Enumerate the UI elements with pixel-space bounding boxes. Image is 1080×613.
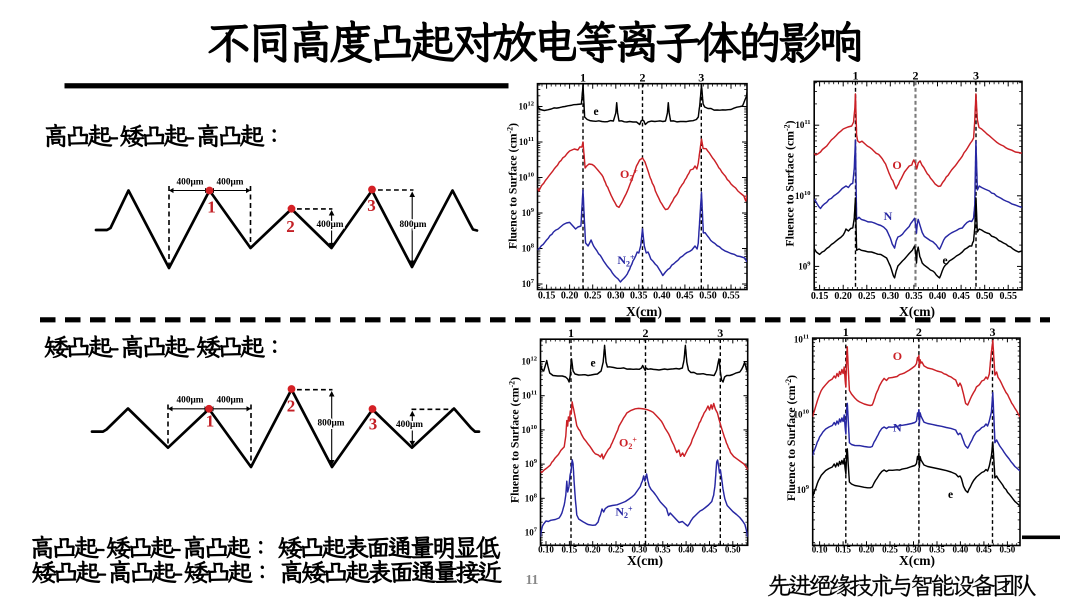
svg-text:107: 107 [522, 278, 535, 289]
svg-text:1010: 1010 [522, 424, 538, 435]
svg-text:109: 109 [522, 207, 535, 218]
svg-text:1: 1 [580, 71, 586, 85]
svg-text:0.25: 0.25 [608, 544, 624, 554]
svg-text:0.30: 0.30 [607, 291, 625, 302]
svg-text:0.30: 0.30 [882, 291, 900, 302]
svg-text:0.20: 0.20 [561, 291, 579, 302]
svg-text:0.10: 0.10 [812, 545, 828, 555]
svg-text:0.20: 0.20 [859, 545, 875, 555]
svg-text:0.10: 0.10 [538, 544, 554, 554]
svg-text:1010: 1010 [795, 190, 811, 201]
svg-text:1011: 1011 [519, 136, 534, 147]
svg-text:3: 3 [367, 196, 376, 215]
svg-text:X(cm): X(cm) [626, 304, 662, 319]
svg-text:Fluence to Surface (cm-2): Fluence to Surface (cm-2) [508, 377, 522, 503]
svg-text:e: e [593, 106, 598, 118]
svg-text:3: 3 [369, 415, 378, 434]
svg-text:1011: 1011 [795, 119, 810, 130]
svg-text:2: 2 [916, 325, 922, 339]
svg-text:400μm: 400μm [177, 396, 204, 406]
svg-text:2: 2 [913, 68, 919, 82]
svg-text:0.35: 0.35 [630, 291, 648, 302]
svg-text:O: O [893, 349, 902, 363]
svg-text:0.15: 0.15 [538, 291, 556, 302]
svg-text:1: 1 [206, 412, 215, 431]
svg-text:109: 109 [525, 458, 538, 469]
svg-text:800μm: 800μm [318, 419, 345, 429]
svg-text:3: 3 [717, 326, 723, 340]
svg-text:0.45: 0.45 [702, 544, 718, 554]
svg-text:1011: 1011 [794, 333, 809, 344]
svg-text:X(cm): X(cm) [899, 553, 935, 568]
svg-text:N: N [884, 209, 893, 223]
svg-text:X(cm): X(cm) [627, 553, 663, 568]
svg-text:0.15: 0.15 [835, 545, 851, 555]
svg-text:0.40: 0.40 [653, 291, 671, 302]
svg-text:1012: 1012 [522, 356, 538, 367]
svg-text:400μm: 400μm [317, 220, 344, 230]
svg-text:Fluence to Surface (cm-2): Fluence to Surface (cm-2) [506, 123, 520, 249]
svg-text:3: 3 [973, 68, 979, 82]
svg-text:3: 3 [990, 325, 996, 339]
svg-text:0.35: 0.35 [905, 291, 923, 302]
svg-text:0.50: 0.50 [976, 291, 994, 302]
svg-text:2: 2 [286, 217, 295, 236]
svg-text:0.25: 0.25 [584, 291, 602, 302]
svg-text:400μm: 400μm [217, 178, 244, 188]
svg-text:1010: 1010 [794, 409, 810, 420]
svg-text:400μm: 400μm [396, 420, 423, 430]
svg-text:1: 1 [853, 68, 859, 82]
svg-text:0.35: 0.35 [655, 544, 671, 554]
svg-text:2: 2 [287, 397, 296, 416]
svg-text:0.25: 0.25 [858, 291, 876, 302]
svg-text:0.50: 0.50 [699, 291, 717, 302]
svg-text:Fluence to Surface (cm-2): Fluence to Surface (cm-2) [783, 120, 797, 246]
svg-text:Fluence to Surface (cm-2): Fluence to Surface (cm-2) [784, 375, 798, 501]
svg-text:0.30: 0.30 [906, 545, 922, 555]
svg-text:0.25: 0.25 [882, 545, 898, 555]
svg-text:0.50: 0.50 [725, 544, 741, 554]
svg-text:109: 109 [797, 484, 810, 495]
svg-text:0.15: 0.15 [561, 544, 577, 554]
svg-text:0.35: 0.35 [929, 545, 945, 555]
svg-text:X(cm): X(cm) [899, 304, 935, 319]
svg-text:800μm: 800μm [400, 220, 427, 230]
svg-text:2: 2 [643, 326, 649, 340]
svg-text:109: 109 [798, 260, 811, 271]
svg-text:1: 1 [568, 326, 574, 340]
svg-text:e: e [590, 358, 595, 370]
svg-text:0.45: 0.45 [976, 545, 992, 555]
svg-text:1012: 1012 [519, 101, 535, 112]
svg-text:O: O [892, 158, 901, 172]
svg-text:e: e [942, 255, 947, 267]
svg-text:2: 2 [640, 71, 646, 85]
svg-text:1: 1 [843, 325, 849, 339]
svg-text:0.20: 0.20 [834, 291, 852, 302]
svg-text:0.40: 0.40 [953, 545, 969, 555]
svg-text:N: N [893, 421, 902, 435]
svg-text:11: 11 [526, 572, 539, 587]
svg-text:0.50: 0.50 [999, 545, 1015, 555]
svg-text:0.45: 0.45 [676, 291, 694, 302]
svg-text:0.40: 0.40 [929, 291, 947, 302]
svg-text:0.55: 0.55 [722, 291, 740, 302]
svg-text:0.20: 0.20 [585, 544, 601, 554]
svg-text:107: 107 [525, 527, 538, 538]
svg-text:400μm: 400μm [217, 396, 244, 406]
svg-text:108: 108 [525, 492, 538, 503]
svg-text:0.30: 0.30 [632, 544, 648, 554]
svg-text:e: e [948, 489, 953, 501]
svg-text:0.15: 0.15 [811, 291, 829, 302]
svg-text:400μm: 400μm [177, 178, 204, 188]
svg-text:1: 1 [207, 198, 216, 217]
svg-text:108: 108 [522, 243, 535, 254]
svg-text:0.40: 0.40 [678, 544, 694, 554]
svg-text:0.55: 0.55 [999, 291, 1017, 302]
svg-text:0.45: 0.45 [952, 291, 970, 302]
svg-text:1010: 1010 [519, 172, 535, 183]
svg-text:1011: 1011 [522, 390, 537, 401]
svg-text:3: 3 [698, 71, 704, 85]
